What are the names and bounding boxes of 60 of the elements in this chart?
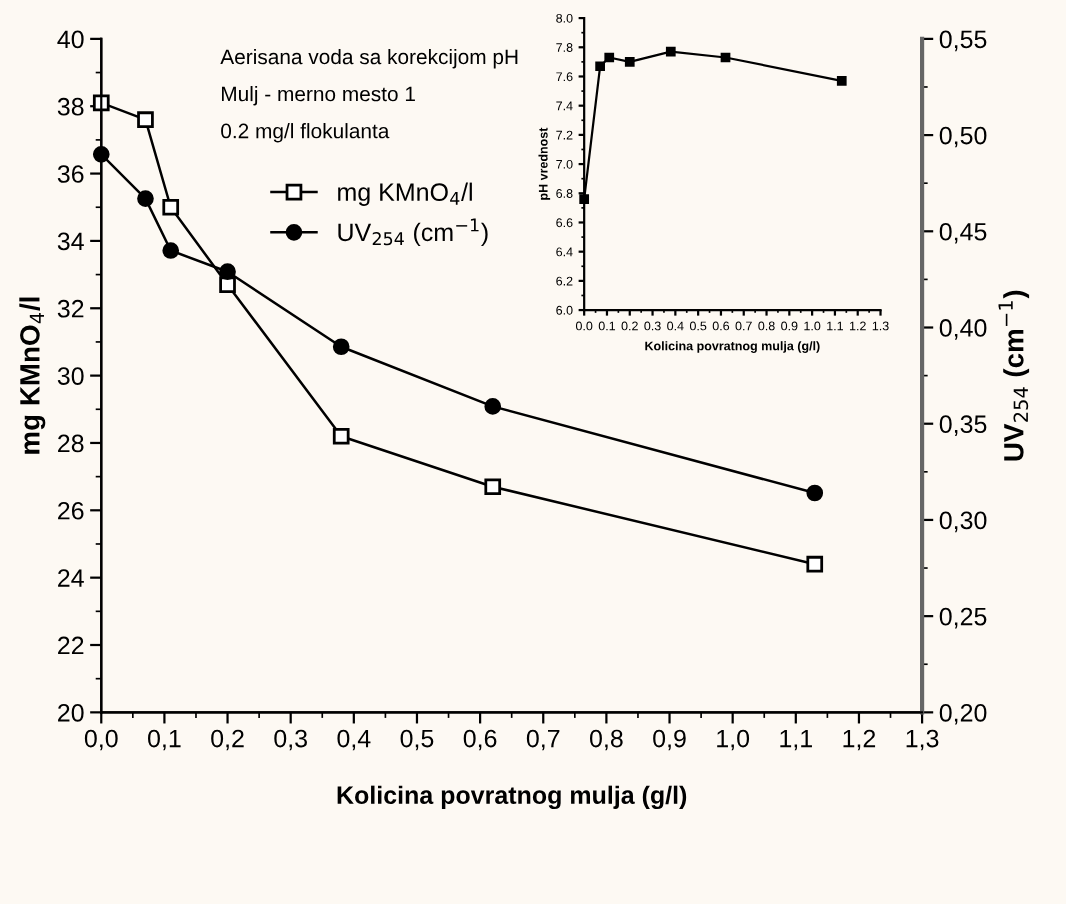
y-tick-label: 22 — [58, 636, 84, 655]
point — [806, 484, 824, 502]
x-tick-label: 1,2 — [843, 729, 876, 751]
point — [219, 276, 236, 294]
x-tick-label: 0,9 — [653, 729, 686, 751]
annotation: Aerisana voda sa korekcijom pH — [220, 48, 518, 69]
x-tick-label: 0,7 — [526, 729, 560, 751]
x-tick-label: 0,1 — [148, 729, 181, 751]
y2-tick-label: 0,25 — [939, 607, 987, 629]
point — [604, 52, 615, 63]
legend-label: UV$_{254}$ (cm$^{−1}$) — [338, 218, 488, 247]
y-tick-label: 24 — [58, 569, 84, 587]
y2-tick-label: 0,20 — [939, 703, 987, 725]
y2-tick-label: 0,30 — [939, 511, 987, 533]
x-tick-label: 0,8 — [589, 729, 623, 751]
y-tick-label: 28 — [58, 434, 84, 453]
annotation: Mulj - merno mesto 1 — [222, 86, 415, 106]
y-tick-label: 36 — [57, 165, 84, 183]
y2-tick-label: 0,45 — [939, 222, 987, 244]
y-tick-label: 32 — [57, 299, 84, 318]
y2-tick-label: 0,40 — [939, 319, 987, 340]
x-tick-label: 0,3 — [274, 729, 307, 751]
y-tick-label: 26 — [58, 501, 84, 520]
x-tick-label: 1,3 — [906, 729, 939, 751]
y-tick-label: 34 — [57, 232, 84, 251]
point — [624, 57, 635, 67]
y-tick-label: 20 — [58, 703, 84, 722]
point — [162, 198, 180, 216]
point — [806, 555, 824, 573]
x-tick-label: 0,4 — [337, 729, 371, 751]
x-tick-label: 1,1 — [780, 729, 812, 751]
point — [332, 338, 350, 356]
x-tick-label: 1,0 — [717, 729, 750, 751]
x-tick-label: 0,2 — [211, 729, 244, 751]
point — [92, 145, 110, 163]
y2-tick-label: 0,55 — [939, 30, 987, 52]
point — [720, 52, 731, 63]
point — [836, 76, 847, 86]
y-axis-title: mg KMnO$_{4}$/l — [19, 297, 46, 454]
legend-label: mg KMnO$_{4}$/l — [338, 182, 472, 206]
y-tick-label: 40 — [57, 30, 84, 49]
point — [137, 111, 154, 129]
point — [595, 61, 605, 72]
point — [219, 263, 236, 281]
point — [332, 427, 350, 445]
x-tick-label: 0,5 — [400, 729, 434, 751]
y2-tick-label: 0,35 — [939, 415, 987, 436]
y2-tick-label: 0,50 — [939, 126, 987, 148]
x-tick-label: 0,6 — [463, 729, 497, 751]
y-tick-label: 30 — [57, 367, 84, 385]
point — [484, 478, 502, 496]
y-tick-label: 38 — [57, 97, 84, 116]
point — [484, 398, 502, 415]
point — [665, 46, 676, 57]
annotation: 0.2 mg/l flokulanta — [221, 123, 390, 143]
x-tick-label: 0,0 — [84, 729, 118, 751]
x-axis-title: Kolicina povratnog mulja (g/l) — [337, 785, 687, 810]
point — [162, 242, 180, 259]
y2-axis-title: UV$_{254}$ (cm$^{−1}$) — [998, 290, 1030, 461]
point — [137, 190, 154, 207]
